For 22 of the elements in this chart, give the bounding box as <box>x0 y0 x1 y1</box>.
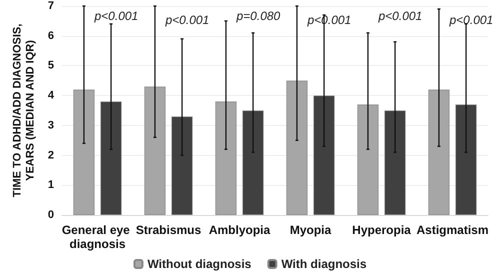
y-tick-label: 5 <box>48 60 54 72</box>
y-tick-label: 7 <box>48 0 54 12</box>
x-tick-label: General eye diagnosis <box>62 223 134 251</box>
y-tick-label: 4 <box>48 90 55 102</box>
x-tick-label: Astigmatism <box>416 223 489 237</box>
y-tick-label: 0 <box>48 209 54 221</box>
y-axis-title: TIME TO ADHD/ADD DIAGNOSIS, YEARS (MEDIAN AND IQR) <box>11 24 36 198</box>
y-tick-label: 2 <box>48 149 54 162</box>
legend-label: With diagnosis <box>281 257 367 271</box>
x-tick-label: Strabismus <box>136 223 202 237</box>
annotation: p<0.001 <box>448 13 494 27</box>
x-tick-label: Hyperopia <box>352 223 412 237</box>
x-tick-label: Amblyopia <box>208 223 270 237</box>
annotation: p=0.080 <box>236 9 281 23</box>
annotation: p<0.001 <box>164 13 210 27</box>
y-tick-label: 1 <box>48 179 54 192</box>
y-tick-label: 3 <box>48 119 54 132</box>
x-tick-label: Myopia <box>290 223 332 237</box>
annotation: p<0.001 <box>94 9 138 23</box>
legend-label: Without diagnosis <box>147 257 252 271</box>
y-tick-label: 6 <box>48 30 54 42</box>
annotation: p<0.001 <box>378 9 422 23</box>
